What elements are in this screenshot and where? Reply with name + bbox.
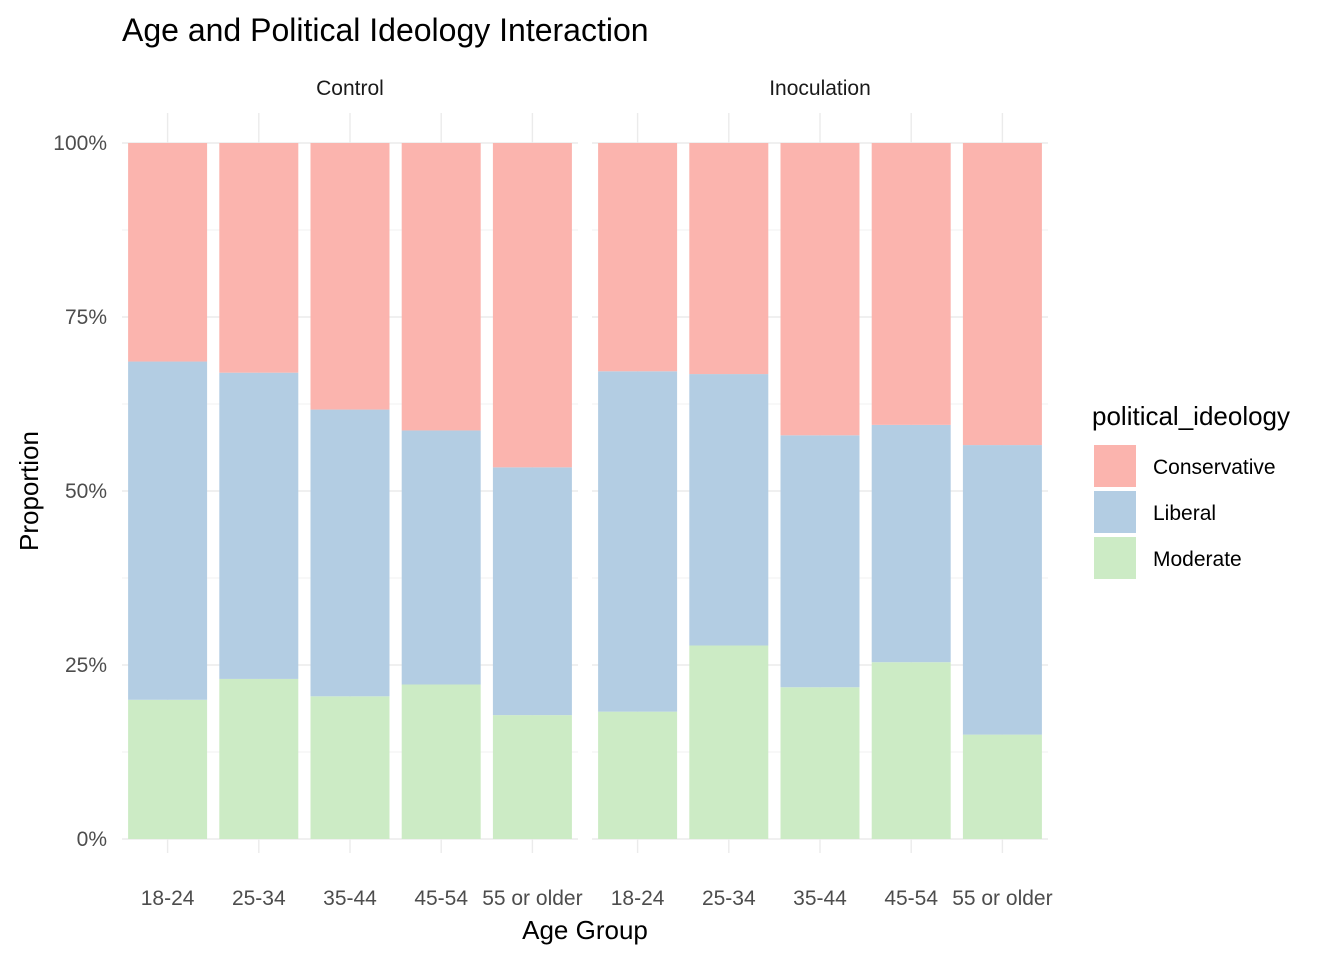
y-tick-label: 75% [65, 306, 107, 329]
x-tick-label: 55 or older [482, 887, 582, 910]
panel-control: Control 18-24 25-34 35-44 45-54 55 or older [122, 77, 583, 910]
legend-label-moderate: Moderate [1153, 548, 1242, 571]
bar-inoculation-45-54-moderate [871, 662, 951, 839]
legend-key-moderate [1094, 537, 1136, 579]
bar-inoculation-55-or-older-conservative [962, 143, 1042, 446]
facet-label-inoculation: Inoculation [769, 77, 871, 100]
bar-control-25-34-moderate [219, 678, 299, 839]
bar-control-45-54-liberal [401, 430, 481, 685]
bar-control-25-34-conservative [219, 143, 299, 373]
x-tick-label: 35-44 [323, 887, 377, 910]
bar-control-35-44-conservative [310, 143, 390, 410]
chart-title: Age and Political Ideology Interaction [122, 12, 649, 48]
x-tick-label: 45-54 [414, 887, 468, 910]
bar-inoculation-35-44-liberal [780, 435, 860, 688]
legend-label-liberal: Liberal [1153, 502, 1216, 525]
bar-control-55-or-older-conservative [492, 143, 572, 468]
bar-control-18-24-moderate [128, 699, 208, 839]
y-tick-label: 0% [77, 828, 107, 851]
bar-control-55-or-older-moderate [492, 715, 572, 839]
legend: political_ideology Conservative Liberal Mo… [1092, 401, 1290, 579]
y-tick-label: 25% [65, 654, 107, 677]
bar-inoculation-55-or-older-liberal [962, 445, 1042, 735]
x-tick-label: 25-34 [232, 887, 286, 910]
bar-control-35-44-moderate [310, 696, 390, 839]
facet-label-control: Control [316, 77, 384, 100]
bar-control-35-44-liberal [310, 409, 390, 697]
panel-inoculation: Inoculation 18-24 25-34 35-44 45-54 55 or old… [592, 77, 1053, 910]
y-axis-title: Proportion [14, 431, 44, 551]
bar-control-25-34-liberal [219, 372, 299, 679]
bar-inoculation-35-44-conservative [780, 143, 860, 436]
bar-control-18-24-liberal [128, 361, 208, 700]
x-tick-label: 18-24 [141, 887, 195, 910]
y-tick-label: 50% [65, 480, 107, 503]
bar-inoculation-55-or-older-moderate [962, 734, 1042, 839]
bar-control-45-54-moderate [401, 684, 481, 839]
bar-control-55-or-older-liberal [492, 467, 572, 716]
bar-inoculation-18-24-liberal [598, 371, 678, 712]
x-tick-label: 25-34 [702, 887, 756, 910]
x-tick-label: 18-24 [611, 887, 665, 910]
legend-key-liberal [1094, 491, 1136, 533]
bar-inoculation-25-34-liberal [689, 374, 769, 646]
bar-control-18-24-conservative [128, 143, 208, 362]
bar-inoculation-35-44-moderate [780, 687, 860, 839]
legend-key-conservative [1094, 445, 1136, 487]
legend-label-conservative: Conservative [1153, 456, 1276, 479]
bar-inoculation-25-34-conservative [689, 143, 769, 375]
bar-inoculation-45-54-liberal [871, 424, 951, 663]
x-tick-label: 35-44 [793, 887, 847, 910]
x-tick-label: 45-54 [884, 887, 938, 910]
bar-inoculation-18-24-conservative [598, 143, 678, 372]
bar-inoculation-45-54-conservative [871, 143, 951, 425]
x-axis-title: Age Group [522, 915, 648, 945]
bar-inoculation-18-24-moderate [598, 711, 678, 839]
bar-control-45-54-conservative [401, 143, 481, 431]
bar-inoculation-25-34-moderate [689, 645, 769, 839]
y-tick-label: 100% [53, 132, 107, 155]
legend-title: political_ideology [1092, 401, 1290, 431]
x-tick-label: 55 or older [952, 887, 1052, 910]
